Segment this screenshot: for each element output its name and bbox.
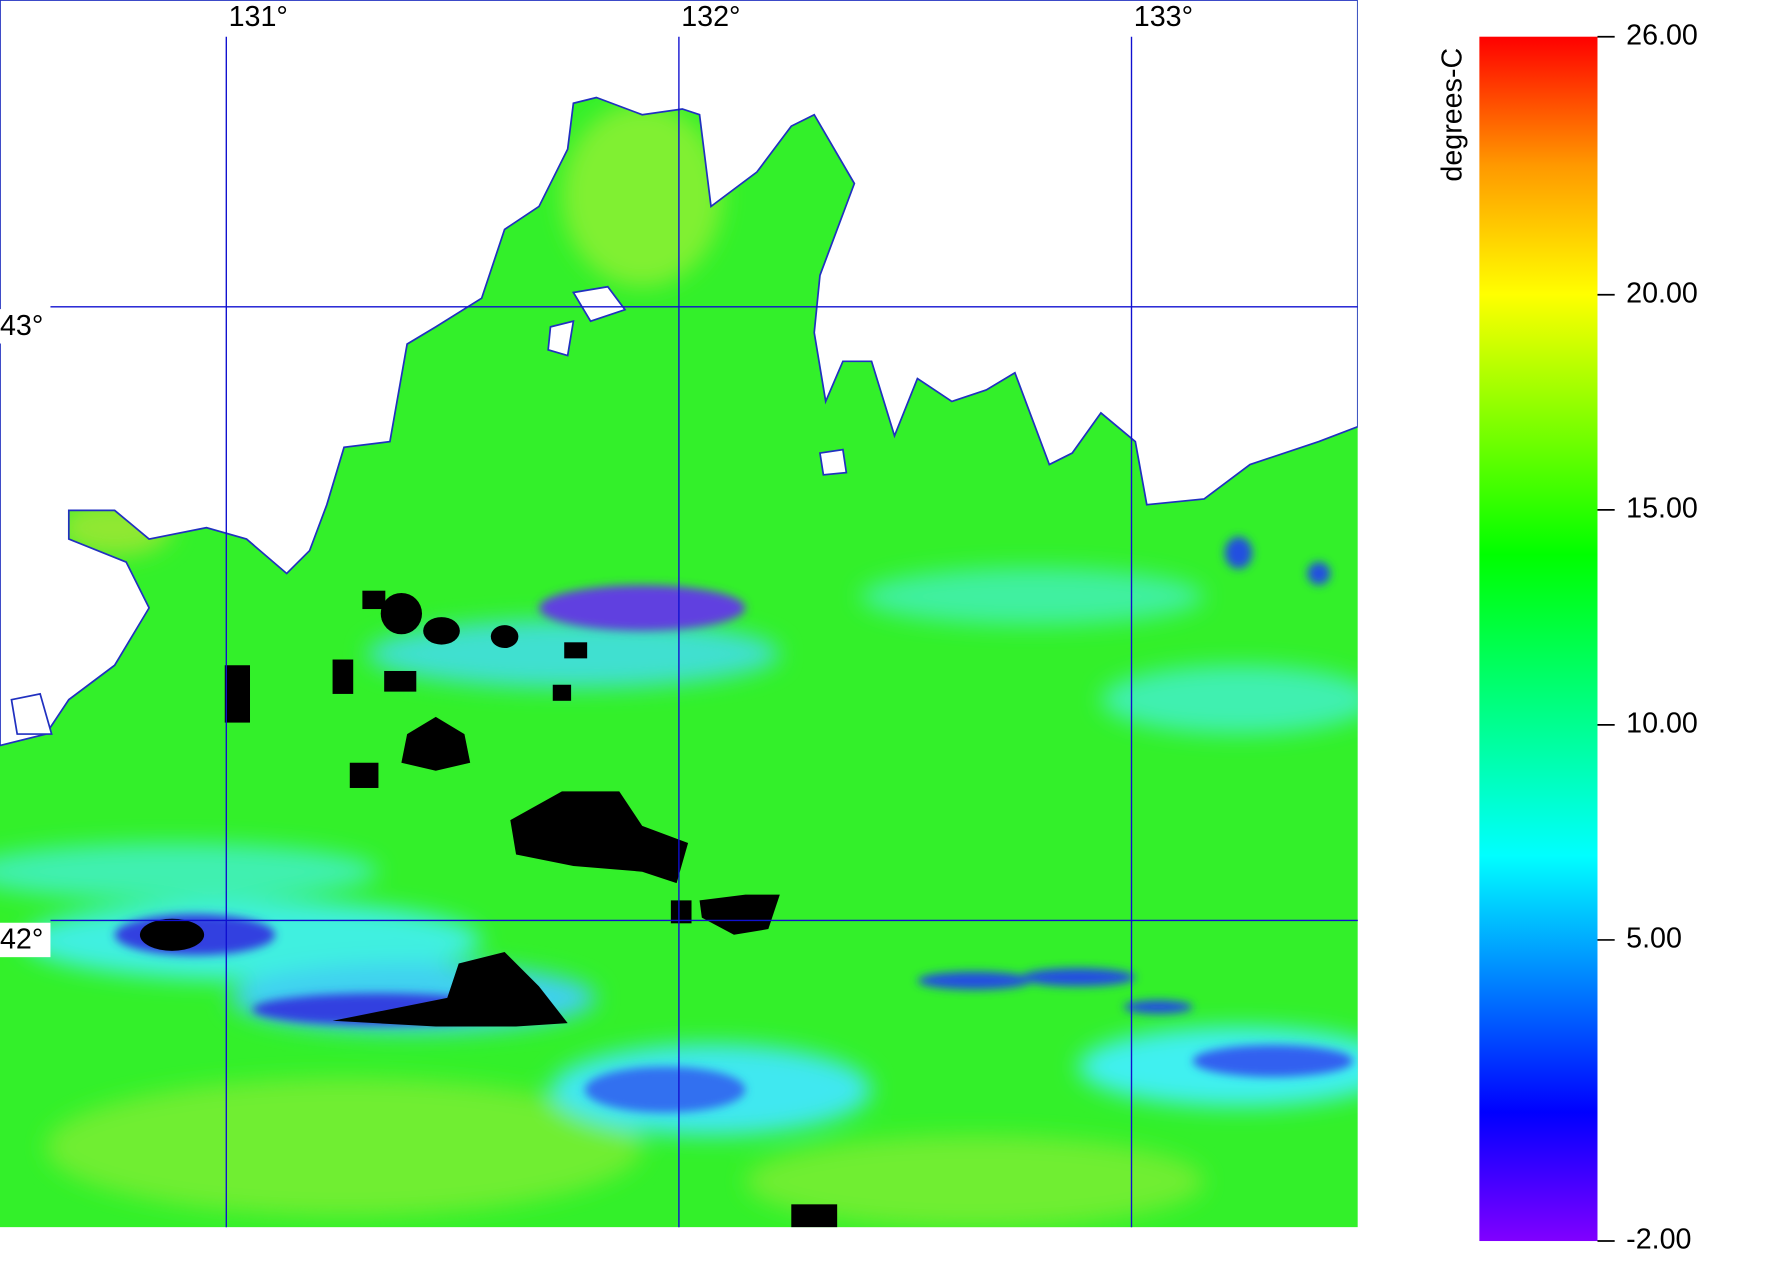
graticule: 131° 132° 133° 43° 42° bbox=[0, 1, 1358, 1228]
colorbar-tick-label: 15.00 bbox=[1626, 492, 1698, 524]
colorbar-ticks: 26.00 20.00 15.00 10.00 5.00 -2.00 bbox=[1597, 19, 1698, 1256]
sst-field bbox=[0, 0, 1358, 1228]
colorbar-tick-label: 10.00 bbox=[1626, 707, 1698, 739]
land bbox=[0, 0, 1358, 747]
colorbar-tick-label: -2.00 bbox=[1626, 1224, 1691, 1256]
lat-label-bg bbox=[0, 309, 51, 344]
islands bbox=[10, 285, 848, 735]
colorbar bbox=[1479, 36, 1598, 1242]
lon-label: 133° bbox=[1134, 1, 1193, 33]
lon-label: 131° bbox=[229, 1, 288, 33]
lat-label: 42° bbox=[0, 924, 43, 956]
cloud-mask bbox=[139, 590, 838, 1228]
colorbar-label: degrees-C bbox=[1437, 48, 1469, 182]
lat-label-bg bbox=[0, 922, 51, 958]
lat-label: 43° bbox=[0, 310, 43, 342]
colorbar-tick-label: 26.00 bbox=[1626, 19, 1698, 51]
lon-label: 132° bbox=[681, 1, 740, 33]
colorbar-tick-label: 5.00 bbox=[1626, 923, 1682, 955]
colorbar-tick-label: 20.00 bbox=[1626, 277, 1698, 309]
